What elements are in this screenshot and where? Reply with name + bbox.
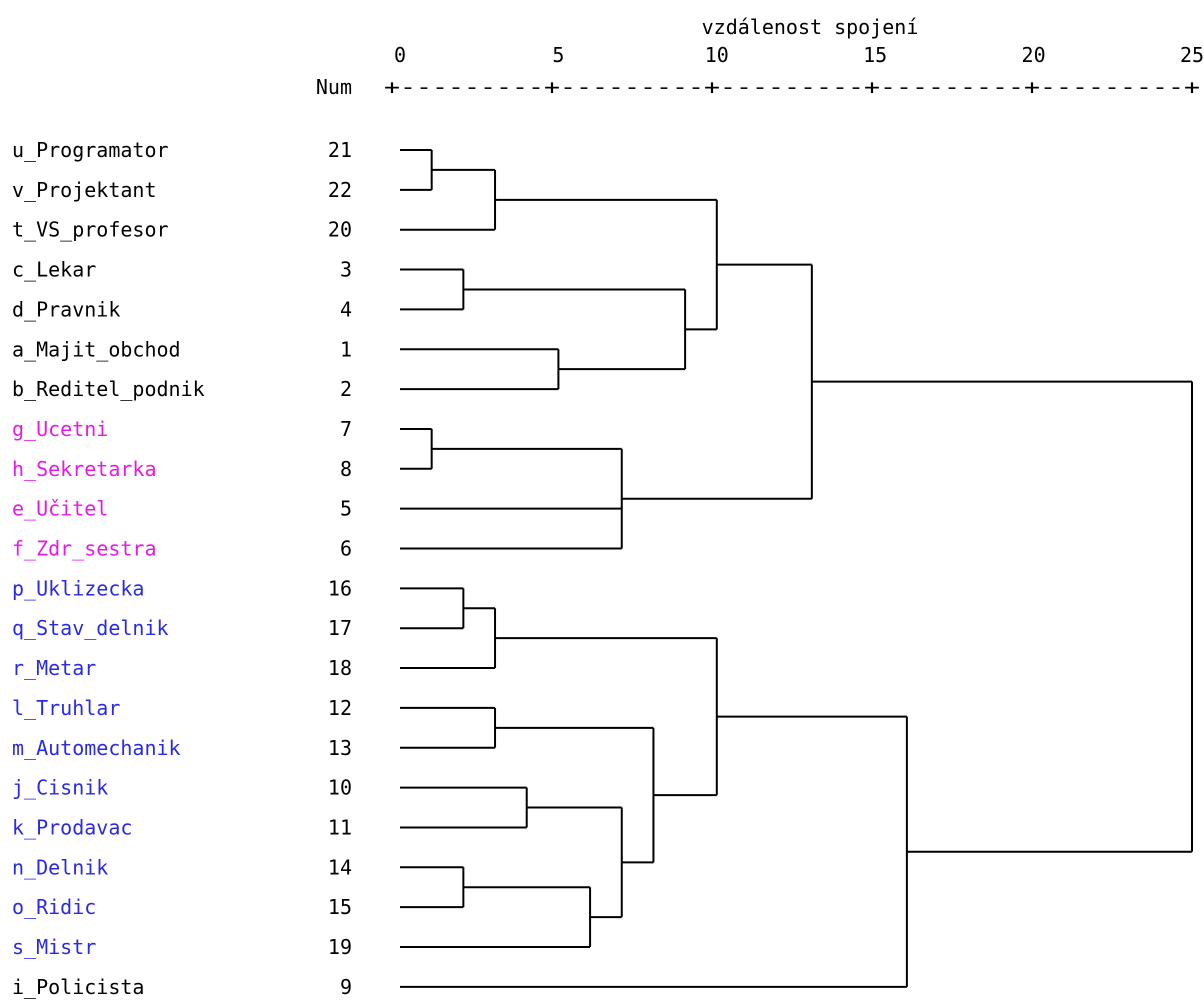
- leaf-number: 9: [340, 975, 352, 999]
- leaf-number: 7: [340, 417, 352, 441]
- leaf-label: e_Učitel: [12, 497, 108, 521]
- leaf-label: s_Mistr: [12, 935, 96, 959]
- leaf-number: 3: [340, 258, 352, 282]
- leaf-label: b_Reditel_podnik: [12, 377, 205, 401]
- tick-label: 5: [552, 43, 564, 67]
- leaf-number: 15: [328, 895, 352, 919]
- leaf-label: m_Automechanik: [12, 736, 181, 760]
- leaf-label: d_Pravnik: [12, 297, 120, 321]
- leaf-number: 4: [340, 297, 352, 321]
- leaf-label: o_Ridic: [12, 895, 96, 919]
- tick-label: 20: [1022, 43, 1046, 67]
- leaf-label: v_Projektant: [12, 178, 157, 202]
- leaf-number: 19: [328, 935, 352, 959]
- x-axis-tick-labels: 0 5 10 15 20 25: [394, 43, 1204, 67]
- leaf-number: 17: [328, 616, 352, 640]
- leaf-label: q_Stav_delnik: [12, 616, 169, 640]
- leaf-label: u_Programator: [12, 138, 169, 162]
- leaf-number: 21: [328, 138, 352, 162]
- leaf-number: 18: [328, 656, 352, 680]
- leaf-label: c_Lekar: [12, 258, 96, 282]
- leaf-label: p_Uklizecka: [12, 576, 144, 600]
- leaf-label: k_Prodavac: [12, 815, 132, 839]
- leaf-number: 1: [340, 337, 352, 361]
- leaf-label: i_Policista: [12, 975, 144, 999]
- tick-label: 15: [863, 43, 887, 67]
- leaf-labels: u_Programator v_Projektant t_VS_profesor c_…: [12, 138, 205, 999]
- dendrogram-branches: [400, 149, 1193, 988]
- leaf-number: 12: [328, 696, 352, 720]
- num-column-header: Num: [316, 75, 352, 99]
- leaf-number: 10: [328, 776, 352, 800]
- leaf-number: 16: [328, 576, 352, 600]
- leaf-label: a_Majit_obchod: [12, 337, 181, 361]
- leaf-number: 14: [328, 855, 352, 879]
- leaf-number: 6: [340, 537, 352, 561]
- leaf-label: j_Cisnik: [12, 776, 108, 800]
- leaf-number: 2: [340, 377, 352, 401]
- leaf-label: f_Zdr_sestra: [12, 537, 157, 561]
- leaf-label: g_Ucetni: [12, 417, 108, 441]
- leaf-label: r_Metar: [12, 656, 96, 680]
- leaf-label: h_Sekretarka: [12, 457, 157, 481]
- tick-label: 0: [394, 43, 406, 67]
- leaf-label: n_Delnik: [12, 855, 108, 879]
- x-axis-title: vzdálenost spojení: [702, 15, 919, 39]
- tick-label: 10: [705, 43, 729, 67]
- leaf-number: 5: [340, 497, 352, 521]
- leaf-label: l_Truhlar: [12, 696, 120, 720]
- distance-scale-line: +---------+---------+---------+---------…: [384, 75, 1200, 99]
- leaf-number: 8: [340, 457, 352, 481]
- leaf-label: t_VS_profesor: [12, 218, 169, 242]
- leaf-number: 11: [328, 815, 352, 839]
- leaf-number: 22: [328, 178, 352, 202]
- tick-label: 25: [1180, 43, 1204, 67]
- leaf-number: 13: [328, 736, 352, 760]
- leaf-number: 20: [328, 218, 352, 242]
